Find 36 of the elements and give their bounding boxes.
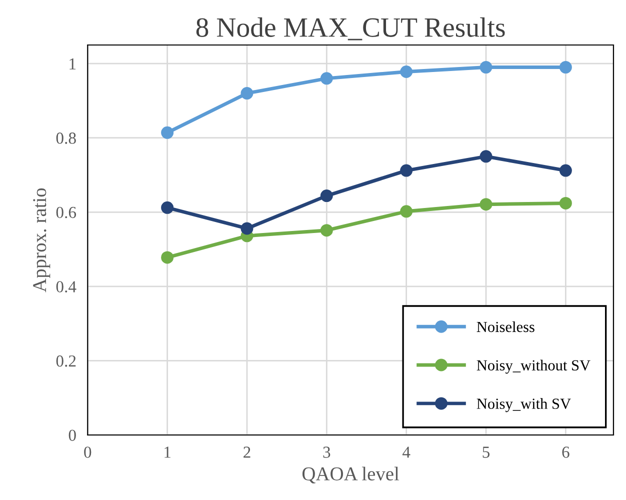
chart-title: 8 Node MAX_CUT Results — [196, 17, 505, 40]
x-axis-title: QAOA level — [302, 466, 400, 484]
point — [480, 61, 492, 74]
point — [320, 190, 333, 202]
point — [240, 222, 254, 235]
point — [161, 201, 174, 214]
legend-label: Noisy_without SV — [476, 360, 590, 374]
x-tick-label: 1 — [164, 446, 170, 458]
point — [240, 87, 254, 100]
x-tick-label: 3 — [323, 446, 330, 458]
y-axis-title: Approx. ratio — [33, 188, 50, 292]
x-tick-label: 4 — [402, 446, 410, 458]
point — [400, 164, 413, 177]
point — [559, 164, 572, 177]
y-tick-label: 0.8 — [56, 132, 76, 144]
point — [559, 196, 572, 210]
y-tick-label: 1 — [70, 58, 76, 70]
legend-label: Noisy_with SV — [476, 398, 571, 412]
legend-label: Noiseless — [476, 321, 534, 332]
point — [161, 251, 174, 264]
point — [480, 198, 492, 211]
point — [400, 65, 413, 78]
x-tick-label: 2 — [244, 446, 250, 458]
point — [400, 205, 413, 218]
point — [480, 150, 492, 163]
y-tick-label: 0.6 — [56, 206, 76, 218]
point — [320, 224, 333, 237]
y-tick-label: 0.2 — [56, 355, 76, 367]
point — [320, 72, 333, 85]
x-tick-label: 5 — [482, 446, 490, 458]
point — [559, 61, 572, 74]
y-tick-label: 0.4 — [56, 281, 76, 292]
x-tick-label: 0 — [84, 446, 92, 458]
x-tick-label: 6 — [562, 446, 570, 458]
point — [161, 126, 174, 139]
y-tick-label: 0 — [68, 430, 76, 441]
